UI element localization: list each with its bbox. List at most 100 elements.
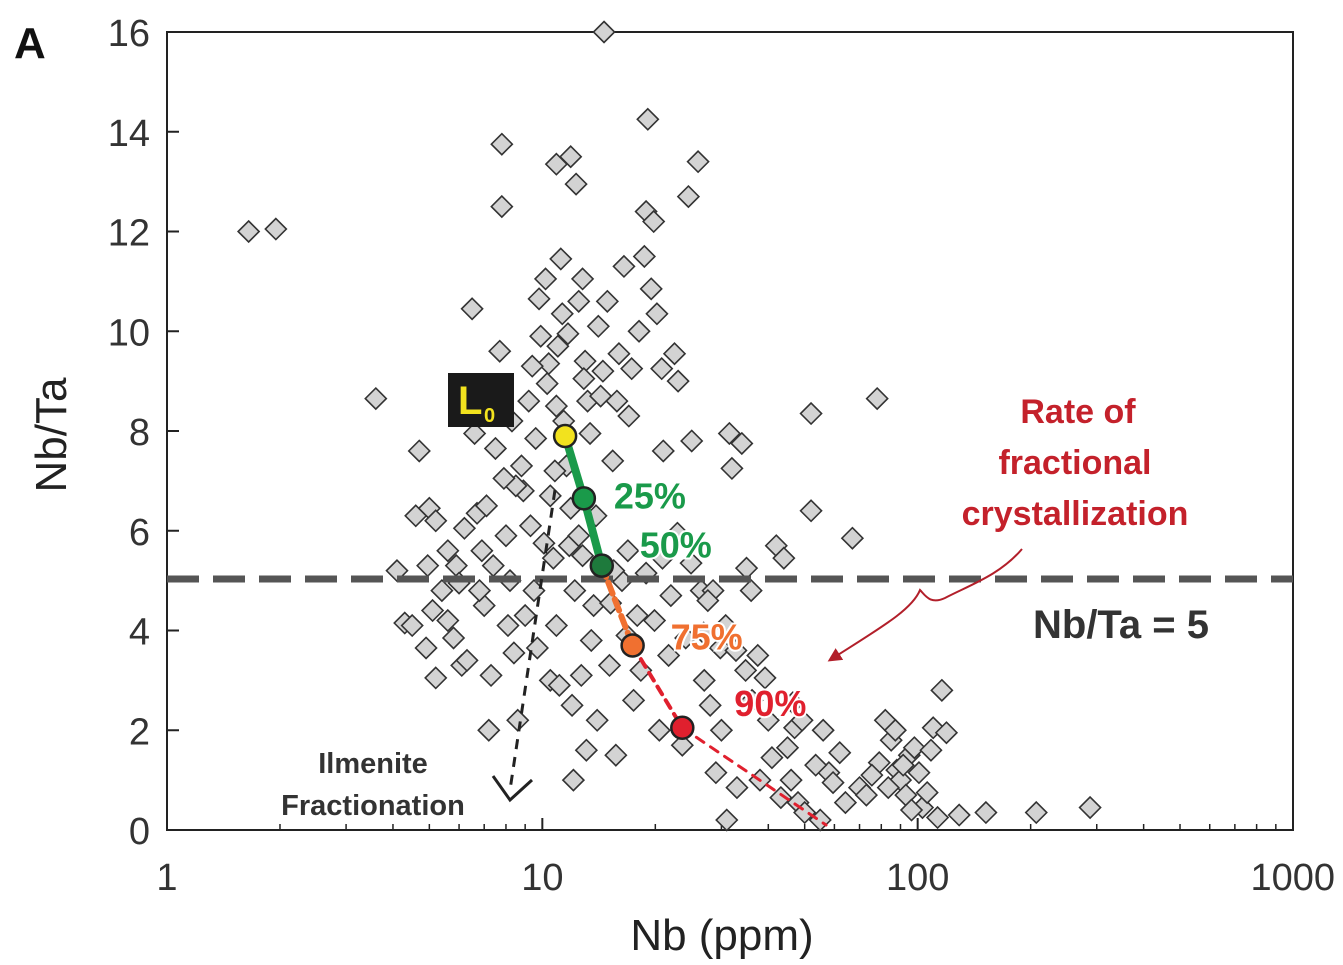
scatter-point <box>674 626 698 650</box>
l0-label-subscript: 0 <box>484 405 495 427</box>
scatter-point <box>625 603 649 628</box>
scatter-point <box>559 145 583 169</box>
scatter-point <box>518 514 543 538</box>
scatter-point <box>236 219 261 244</box>
scatter-point <box>616 539 640 563</box>
scatter-point <box>930 678 954 702</box>
scatter-point <box>907 761 931 785</box>
scatter-point <box>416 554 440 578</box>
scatter-point <box>532 531 556 555</box>
scatter-point <box>828 741 852 765</box>
scatter-point <box>483 436 508 461</box>
scatter-point <box>595 289 619 313</box>
scatter-point <box>607 342 631 366</box>
scatter-point <box>524 426 548 451</box>
scatter-point <box>724 638 748 663</box>
fractionation-point <box>552 423 578 449</box>
scatter-point <box>974 800 998 825</box>
scatter-point <box>570 267 595 291</box>
scatter-point <box>597 653 622 678</box>
scatter-point <box>604 743 628 767</box>
rate-label-line2: fractional <box>998 444 1151 482</box>
scatter-point <box>601 449 625 473</box>
scatter-point <box>799 401 823 426</box>
scatter-point <box>670 733 694 757</box>
scatter-point <box>546 334 570 358</box>
scatter-point <box>567 289 591 313</box>
scatter-point <box>569 663 593 688</box>
scatter-point <box>1078 795 1102 820</box>
rate-label-line1: Rate of <box>1020 393 1136 431</box>
fractionation-markers: 25% 50% 75% 90% <box>552 423 808 741</box>
scatter-point <box>715 808 739 832</box>
scatter-point <box>441 626 466 650</box>
scatter-point <box>494 524 518 548</box>
scatter-point <box>769 785 793 810</box>
scatter-point <box>509 454 534 478</box>
scatter-point <box>544 394 569 418</box>
scatter-point <box>529 324 553 348</box>
scatter-point <box>470 539 494 563</box>
scatter-point <box>899 798 924 822</box>
x-tick-label: 1 <box>156 857 177 899</box>
scatter-point <box>680 429 704 453</box>
scatter-point <box>921 716 945 740</box>
scatter-point <box>520 354 544 378</box>
scatter-point <box>592 20 616 44</box>
fractionation-segment <box>630 643 685 730</box>
scatter-point <box>479 663 503 688</box>
scatter-point <box>720 456 744 481</box>
scatter-point <box>424 509 448 533</box>
scatter-point <box>632 244 656 269</box>
scatter-point <box>574 738 598 762</box>
scatter-point <box>650 357 674 381</box>
scatter-point <box>502 641 526 665</box>
scatter-point <box>756 708 780 732</box>
scatter-points <box>236 20 1102 832</box>
scatter-point <box>1024 800 1048 825</box>
scatter-point <box>496 613 520 638</box>
fractionation-segment <box>680 726 828 827</box>
scatter-point <box>586 314 610 338</box>
scatter-point <box>572 366 596 391</box>
scatter-point <box>430 578 454 603</box>
scatter-point <box>538 484 562 508</box>
y-tick-label: 0 <box>129 811 150 853</box>
x-tick-label: 1000 <box>1250 857 1335 899</box>
scatter-point <box>753 666 777 690</box>
scatter-point <box>772 546 796 570</box>
scatter-point <box>550 302 574 326</box>
scatter-point <box>686 150 710 174</box>
scatter-point <box>543 459 567 483</box>
scatter-point <box>698 693 722 717</box>
scatter-point <box>621 688 646 712</box>
scatter-point <box>477 718 501 742</box>
scatter-point <box>400 613 424 638</box>
scatter-point <box>708 636 732 660</box>
y-tick-label: 16 <box>108 13 150 55</box>
scatter-point <box>549 247 573 271</box>
scatter-point <box>902 736 927 760</box>
scatter-point <box>636 107 660 131</box>
scatter-point <box>919 738 943 762</box>
scatter-point <box>517 389 541 413</box>
fractionation-percent-label: 25% <box>614 475 686 516</box>
scatter-point <box>934 721 959 745</box>
scatter-point <box>804 753 828 777</box>
scatter-point <box>490 132 514 156</box>
scatter-point <box>642 209 666 234</box>
scatter-point <box>605 389 629 413</box>
scatter-point <box>560 693 584 717</box>
scatter-point <box>627 319 651 343</box>
scatter-point <box>883 718 907 742</box>
scatter-point <box>620 357 644 381</box>
scatter-point <box>585 708 609 732</box>
scatter-point <box>533 267 558 291</box>
y-tick-label: 6 <box>129 512 150 554</box>
y-tick-label: 8 <box>129 412 150 454</box>
fractionation-percent-label: 90% <box>734 683 806 724</box>
y-tick-label: 14 <box>108 113 150 155</box>
plot-frame <box>166 31 1294 831</box>
scatter-point <box>775 736 800 760</box>
